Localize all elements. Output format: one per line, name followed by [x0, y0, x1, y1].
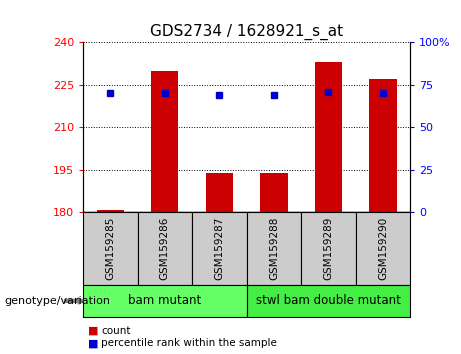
- Text: GSM159289: GSM159289: [324, 217, 333, 280]
- Text: ■: ■: [88, 326, 98, 336]
- Text: percentile rank within the sample: percentile rank within the sample: [101, 338, 278, 348]
- Bar: [151, 71, 178, 212]
- Bar: [369, 79, 396, 212]
- Text: GSM159287: GSM159287: [214, 217, 225, 280]
- Text: GSM159290: GSM159290: [378, 217, 388, 280]
- Text: ■: ■: [88, 338, 98, 348]
- Bar: [97, 210, 124, 212]
- Text: GSM159288: GSM159288: [269, 217, 279, 280]
- Text: GSM159286: GSM159286: [160, 217, 170, 280]
- Bar: [315, 62, 342, 212]
- Text: bam mutant: bam mutant: [128, 295, 201, 307]
- Text: genotype/variation: genotype/variation: [5, 296, 111, 306]
- Bar: [206, 173, 233, 212]
- Text: count: count: [101, 326, 131, 336]
- Title: GDS2734 / 1628921_s_at: GDS2734 / 1628921_s_at: [150, 23, 343, 40]
- Bar: [260, 173, 288, 212]
- Text: GSM159285: GSM159285: [105, 217, 115, 280]
- Text: stwl bam double mutant: stwl bam double mutant: [256, 295, 401, 307]
